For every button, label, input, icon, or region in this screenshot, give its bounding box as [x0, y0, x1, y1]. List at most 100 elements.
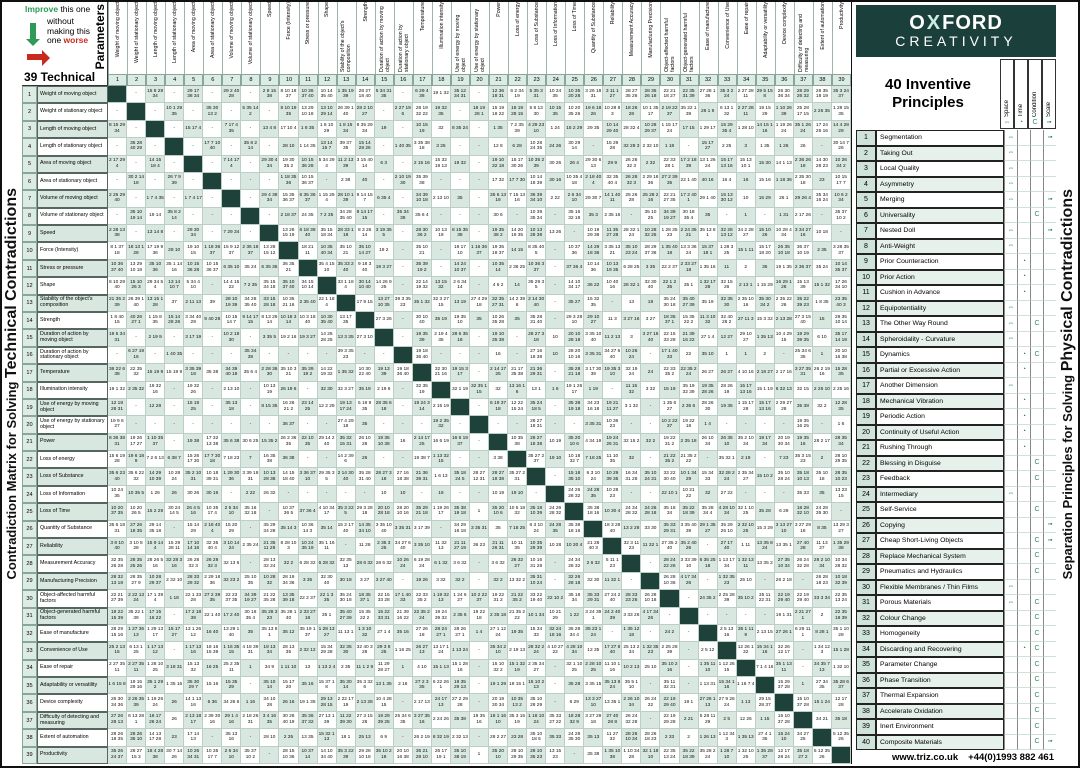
- matrix-cell: 8 10 18 37: [279, 86, 299, 104]
- row-label: Loss of energy: [37, 451, 108, 469]
- matrix-cell: 26 7 9 39: [165, 172, 185, 191]
- matrix-cell: 3 24 39 1: [584, 607, 604, 625]
- matrix-cell: 3 6 32: [489, 555, 509, 573]
- matrix-cell: 28 29 37 36: [641, 242, 661, 260]
- matrix-cell: -: [469, 172, 490, 191]
- matrix-cell: 17 7 10 40: [203, 138, 223, 156]
- matrix-cell: 19 35 16: [793, 433, 813, 452]
- matrix-cell: 18 19 28 15: [508, 103, 528, 121]
- matrix-cell: 15 6 19 28: [108, 451, 128, 469]
- matrix-cell: 3 4 16 35: [260, 711, 280, 730]
- matrix-cell: -: [679, 659, 699, 678]
- matrix-cell: 28 26 27 1: [450, 624, 470, 643]
- matrix-cell: 36 22: [584, 277, 604, 295]
- matrix-cell: 1 40 35: [165, 346, 185, 365]
- matrix-cell: -: [831, 503, 851, 521]
- column-number: 17: [412, 74, 432, 86]
- matrix-cell: 34 29 16 18: [450, 520, 470, 538]
- principle-row: 16 Partial or Excessive Action ◔: [856, 362, 1056, 378]
- principle-name: Pneumatics and Hydraulics: [876, 564, 1004, 580]
- row-label: Productivity: [37, 746, 108, 764]
- principle-number: 18: [856, 393, 876, 409]
- separation-header-condition: Condition C: [1028, 59, 1042, 129]
- column-header: Area of stationary object: [203, 2, 223, 74]
- matrix-cell: 22 33 35 2: [412, 590, 432, 608]
- principle-number: 27: [856, 533, 876, 549]
- matrix-cell: 36 37 10 19: [793, 242, 813, 260]
- matrix-cell: 28 20 10 16: [393, 503, 413, 521]
- column-header: Length of stationary object: [165, 2, 185, 74]
- matrix-cell: 1 16 35 15: [222, 642, 242, 660]
- matrix-cell: 13 2 28: [622, 520, 642, 538]
- matrix-cell: 26: [793, 138, 813, 156]
- matrix-cell: -: [469, 572, 490, 591]
- matrix-cell: 26 30 34 36: [108, 694, 128, 712]
- matrix-cell: 29 1 35 27: [698, 520, 718, 538]
- column-header: Manufacturing Precision: [641, 2, 661, 74]
- separation-mark-condition: [1030, 176, 1043, 192]
- principle-name: Porous Materials: [876, 595, 1004, 611]
- matrix-cell: 4 17 34 26: [641, 607, 661, 625]
- matrix-cell: 20 10 16 38: [393, 746, 413, 764]
- matrix-cell: 13 35 39 18: [279, 590, 299, 608]
- separation-mark-space: [1004, 564, 1017, 580]
- row-number: 32: [22, 624, 37, 643]
- matrix-cell: 15 10 37 28: [793, 694, 813, 712]
- matrix-cell: -: [679, 590, 699, 608]
- matrix-cell: 35 17 14 19: [831, 329, 851, 347]
- matrix-cell: 27 4 1 35: [755, 729, 775, 747]
- matrix-cell: 2 13 18 17: [184, 711, 204, 730]
- column-header-label: Strength: [362, 2, 369, 22]
- matrix-cell: 26 2 19 16: [812, 364, 832, 382]
- matrix-cell: 10 30 4: [603, 503, 623, 521]
- matrix-cell: [431, 381, 451, 399]
- matrix-cell: 13 3 36 24: [679, 242, 699, 260]
- matrix-cell: -: [203, 346, 223, 365]
- matrix-cell: 7: [241, 451, 261, 469]
- separation-mark-condition: C: [1030, 533, 1043, 549]
- matrix-cell: 30 6: [489, 207, 509, 226]
- matrix-cell: -: [755, 485, 775, 504]
- column-number: 10: [279, 74, 299, 86]
- principle-name: The Other Way Round: [876, 316, 1004, 332]
- principle-name: Parameter Change: [876, 657, 1004, 673]
- matrix-cell: 1 18 10 24: [527, 711, 547, 730]
- matrix-cell: 15 35 22 2: [355, 607, 375, 625]
- matrix-cell: 12 35: [584, 642, 604, 660]
- matrix-cell: 16 34 31 28: [622, 468, 642, 486]
- matrix-cell: -: [469, 451, 490, 469]
- column-header-label: Loss of Information: [553, 2, 560, 47]
- matrix-cell: 3 1 32: [622, 398, 642, 417]
- matrix-cell: 15 29 35 4: [717, 120, 737, 139]
- matrix-cell: 26 2 18: [774, 572, 794, 591]
- row-number: 31: [22, 607, 37, 625]
- matrix-cell: -: [450, 138, 470, 156]
- separation-header-scale: Scale ▫▪: [1042, 59, 1056, 129]
- matrix-cell: 12 17 28: [831, 694, 851, 712]
- matrix-cell: 14 1 13 16: [184, 694, 204, 712]
- matrix-cell: 35 19: [698, 294, 718, 312]
- separation-mark-scale: [1043, 331, 1056, 347]
- matrix-cell: 32 26 28 18: [565, 572, 585, 591]
- matrix-cell: -: [508, 346, 528, 365]
- matrix-cell: 11: [717, 259, 737, 278]
- column-header: Power: [489, 2, 509, 74]
- separation-mark-space: [1004, 393, 1017, 409]
- principle-row: 11 Cushion in Advance ◔: [856, 285, 1056, 301]
- matrix-cell: 6 2 34 19: [508, 86, 528, 104]
- matrix-cell: 18 1: [336, 729, 356, 747]
- matrix-cell: 35 27 2 31: [508, 468, 528, 486]
- matrix-cell: 2 25 28 39: [660, 642, 680, 660]
- matrix-cell: -: [508, 329, 528, 347]
- matrix-cell: 15 35 29: [222, 677, 242, 695]
- row-label: Extent of automation: [37, 729, 108, 747]
- matrix-cell: 35 30 14: [336, 677, 356, 695]
- matrix-cell: 3 35 39 18: [184, 364, 204, 382]
- matrix-cell: 28 19 32 22: [412, 103, 432, 121]
- matrix-cell: 26 28 32 3: [203, 555, 223, 573]
- matrix-cell: 15 17 27: [165, 624, 185, 643]
- principle-row: 37 Thermal Expansion C: [856, 688, 1056, 704]
- principle-row: 36 Phase Transition C: [856, 672, 1056, 688]
- row-label: Adaptability or versatility: [37, 677, 108, 695]
- matrix-cell: 35 28 6 37: [831, 677, 851, 695]
